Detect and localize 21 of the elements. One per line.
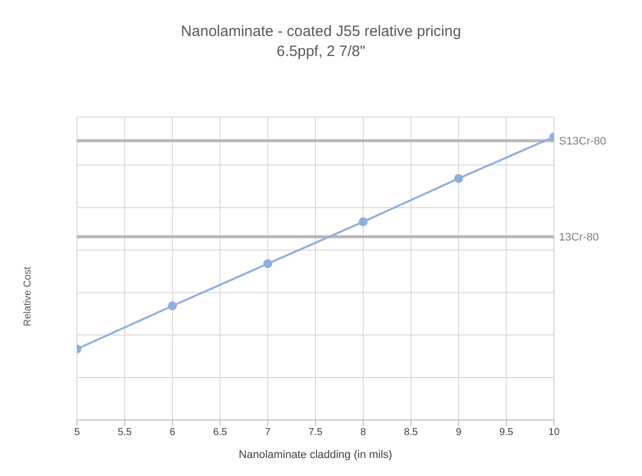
point (358, 217, 368, 226)
chart-subtitle: 6.5ppf, 2 7/8" (276, 42, 366, 62)
y-axis-title: Relative Cost (22, 266, 34, 328)
x-axis-title: Nanolaminate cladding (in mils) (238, 449, 392, 461)
point (454, 174, 464, 183)
ref-line-label: 13Cr-80 (559, 232, 599, 244)
x-tick-label: 9.5 (499, 427, 514, 438)
chart-title: Nanolaminate - coated J55 relative pricing (180, 22, 462, 42)
point (168, 301, 177, 310)
point (263, 259, 272, 268)
x-tick-label: 7.5 (308, 427, 323, 438)
x-tick-label: 10 (548, 427, 560, 438)
x-tick-label: 7 (265, 427, 272, 438)
x-tick-label: 5 (74, 427, 80, 438)
x-tick-label: 5.5 (118, 427, 132, 438)
x-tick-label: 6 (170, 427, 176, 438)
x-tick-label: 8.5 (404, 427, 418, 438)
x-tick-label: 8 (360, 427, 366, 438)
x-tick-label: 9 (456, 427, 462, 438)
x-tick-label: 6.5 (213, 427, 228, 438)
ref-line-label: S13Cr-80 (559, 136, 606, 148)
